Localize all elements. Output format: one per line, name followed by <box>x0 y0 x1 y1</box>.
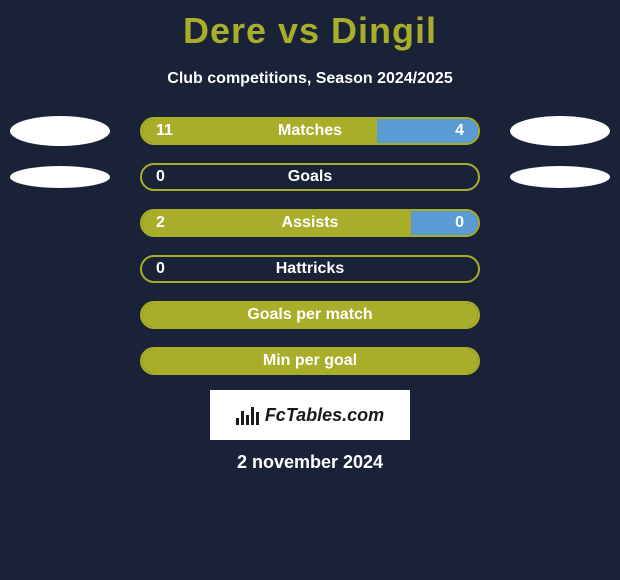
page-title: Dere vs Dingil <box>0 0 620 52</box>
stat-value-right: 4 <box>455 122 464 140</box>
date-label: 2 november 2024 <box>0 452 620 473</box>
stat-label: Goals <box>142 168 478 186</box>
bar-left-fill <box>142 349 478 373</box>
stat-bar: 114Matches <box>140 117 480 145</box>
page-subtitle: Club competitions, Season 2024/2025 <box>0 70 620 88</box>
logo-badge: FcTables.com <box>210 390 410 440</box>
stat-bar: 20Assists <box>140 209 480 237</box>
comparison-chart: 114Matches0Goals20Assists0HattricksGoals… <box>0 108 620 384</box>
stat-row: Goals per match <box>0 292 620 338</box>
player-avatar-left <box>10 116 110 146</box>
stat-row: 0Hattricks <box>0 246 620 292</box>
stat-value-left: 0 <box>156 168 165 186</box>
stat-row: Min per goal <box>0 338 620 384</box>
bar-chart-icon <box>236 405 259 425</box>
stat-bar: Min per goal <box>140 347 480 375</box>
player-avatar-left <box>10 166 110 188</box>
stat-value-left: 2 <box>156 214 165 232</box>
stat-row: 0Goals <box>0 154 620 200</box>
stat-label: Hattricks <box>142 260 478 278</box>
bar-left-fill <box>142 119 377 143</box>
logo-text: FcTables.com <box>265 405 384 426</box>
stat-bar: 0Hattricks <box>140 255 480 283</box>
stat-value-left: 11 <box>156 122 173 140</box>
stat-row: 20Assists <box>0 200 620 246</box>
bar-right-fill <box>411 211 478 235</box>
stat-row: 114Matches <box>0 108 620 154</box>
player-avatar-right <box>510 116 610 146</box>
player-avatar-right <box>510 166 610 188</box>
stat-bar: Goals per match <box>140 301 480 329</box>
bar-left-fill <box>142 303 478 327</box>
stat-value-right: 0 <box>455 214 464 232</box>
bar-left-fill <box>142 211 411 235</box>
stat-value-left: 0 <box>156 260 165 278</box>
stat-bar: 0Goals <box>140 163 480 191</box>
